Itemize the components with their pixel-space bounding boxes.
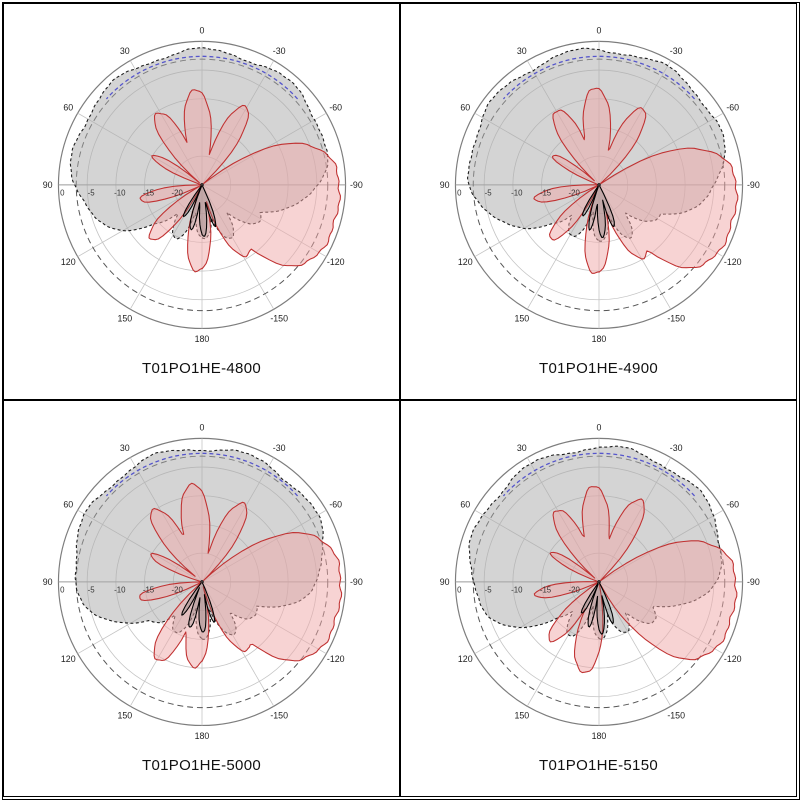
angle-label: 180 bbox=[194, 334, 209, 344]
polar-plot: 0 30 60 90 120 150 180 -150 -120 -90 -60 -30 0 -5 -10 -… bbox=[439, 422, 759, 741]
angle-label: 150 bbox=[117, 314, 132, 324]
angle-label: -150 bbox=[667, 314, 685, 324]
panel-4800: 0 30 60 90 120 150 180 -150 -120 -90 -60 -30 0 -5 -10 -… bbox=[3, 3, 400, 400]
radial-label: -20 bbox=[568, 189, 580, 198]
angle-label: 120 bbox=[60, 654, 75, 664]
radial-label: -5 bbox=[87, 586, 95, 595]
angle-label: 60 bbox=[460, 103, 470, 113]
angle-label: 0 bbox=[596, 422, 601, 432]
radial-label: -15 bbox=[539, 189, 551, 198]
angle-label: 30 bbox=[516, 46, 526, 56]
angle-label: 120 bbox=[457, 257, 472, 267]
radial-label: -20 bbox=[171, 189, 183, 198]
crosspol-pattern-path bbox=[182, 183, 216, 237]
blue-reference-arc bbox=[105, 452, 298, 497]
panel-5000: 0 30 60 90 120 150 180 -150 -120 -90 -60 -30 0 -5 -10 -… bbox=[3, 400, 400, 797]
radial-label: -5 bbox=[484, 586, 492, 595]
angle-label: 90 bbox=[42, 577, 52, 587]
angle-label: -30 bbox=[272, 46, 285, 56]
panel-title-4900: T01PO1HE-4900 bbox=[539, 360, 658, 377]
angle-label: 60 bbox=[63, 103, 73, 113]
angle-label: 180 bbox=[591, 334, 606, 344]
radial-label: -10 bbox=[511, 189, 523, 198]
polar-plot: 0 30 60 90 120 150 180 -150 -120 -90 -60 -30 0 -5 -10 -… bbox=[439, 25, 759, 344]
angle-label: -60 bbox=[726, 500, 739, 510]
radial-label: 0 bbox=[457, 189, 462, 198]
angle-label: -90 bbox=[349, 180, 362, 190]
polar-plot: 0 30 60 90 120 150 180 -150 -120 -90 -60 -30 0 -5 -10 -… bbox=[42, 422, 362, 741]
angle-label: -30 bbox=[669, 46, 682, 56]
angle-label: 30 bbox=[119, 443, 129, 453]
crosspol-pattern-path bbox=[581, 183, 615, 238]
radial-label: -15 bbox=[539, 586, 551, 595]
angle-label: -150 bbox=[270, 314, 288, 324]
radial-label: -15 bbox=[142, 586, 154, 595]
angle-label: 0 bbox=[199, 422, 204, 432]
angle-label: -30 bbox=[669, 443, 682, 453]
angle-label: -120 bbox=[326, 654, 344, 664]
panel-title-4800: T01PO1HE-4800 bbox=[142, 360, 261, 377]
angle-label: 0 bbox=[596, 25, 601, 35]
polar-chart-5150: 0 30 60 90 120 150 180 -150 -120 -90 -60 -30 0 -5 -10 -… bbox=[402, 401, 796, 753]
measured-pattern-path bbox=[532, 87, 738, 274]
crosspol-pattern-path bbox=[580, 580, 614, 635]
blue-reference-arc bbox=[502, 452, 695, 497]
radial-label: 0 bbox=[60, 586, 65, 595]
angle-label: -60 bbox=[329, 500, 342, 510]
angle-label: -150 bbox=[270, 711, 288, 721]
polar-chart-5000: 0 30 60 90 120 150 180 -150 -120 -90 -60 -30 0 -5 -10 -… bbox=[5, 401, 399, 753]
angle-label: 60 bbox=[63, 500, 73, 510]
angle-label: 180 bbox=[591, 731, 606, 741]
angle-label: 90 bbox=[42, 180, 52, 190]
radial-label: -15 bbox=[142, 189, 154, 198]
angle-label: -120 bbox=[723, 257, 741, 267]
angle-label: 150 bbox=[514, 314, 529, 324]
measured-pattern-path bbox=[533, 486, 737, 674]
angle-label: 150 bbox=[117, 711, 132, 721]
panel-5150: 0 30 60 90 120 150 180 -150 -120 -90 -60 -30 0 -5 -10 -… bbox=[400, 400, 797, 797]
angle-label: -60 bbox=[726, 103, 739, 113]
radial-label: 0 bbox=[60, 189, 65, 198]
radial-label: -5 bbox=[87, 189, 95, 198]
angle-label: -90 bbox=[746, 180, 759, 190]
panel-4900: 0 30 60 90 120 150 180 -150 -120 -90 -60 -30 0 -5 -10 -… bbox=[400, 3, 797, 400]
polar-chart-4800: 0 30 60 90 120 150 180 -150 -120 -90 -60 -30 0 -5 -10 -… bbox=[5, 4, 399, 356]
radial-label: 0 bbox=[457, 586, 462, 595]
angle-label: 30 bbox=[516, 443, 526, 453]
angle-label: -120 bbox=[326, 257, 344, 267]
radial-label: -20 bbox=[171, 586, 183, 595]
angle-label: 0 bbox=[199, 25, 204, 35]
polar-chart-4900: 0 30 60 90 120 150 180 -150 -120 -90 -60 -30 0 -5 -10 -… bbox=[402, 4, 796, 356]
angle-label: 90 bbox=[439, 180, 449, 190]
angle-label: -30 bbox=[272, 443, 285, 453]
radial-label: -20 bbox=[568, 586, 580, 595]
blue-reference-arc bbox=[502, 55, 695, 100]
radial-label: -10 bbox=[511, 586, 523, 595]
angle-label: 60 bbox=[460, 500, 470, 510]
blue-reference-arc bbox=[105, 55, 298, 100]
angle-label: 120 bbox=[457, 654, 472, 664]
angle-label: 120 bbox=[60, 257, 75, 267]
angle-label: -120 bbox=[723, 654, 741, 664]
radial-label: -10 bbox=[114, 189, 126, 198]
angle-label: -90 bbox=[746, 577, 759, 587]
radial-label: -5 bbox=[484, 189, 492, 198]
angle-label: 30 bbox=[119, 46, 129, 56]
angle-label: 180 bbox=[194, 731, 209, 741]
angle-label: 90 bbox=[439, 577, 449, 587]
radial-label: -10 bbox=[114, 586, 126, 595]
panel-title-5000: T01PO1HE-5000 bbox=[142, 757, 261, 774]
panel-title-5150: T01PO1HE-5150 bbox=[539, 757, 658, 774]
crosspol-pattern-path bbox=[180, 580, 215, 633]
angle-label: -60 bbox=[329, 103, 342, 113]
angle-label: 150 bbox=[514, 711, 529, 721]
polar-plot: 0 30 60 90 120 150 180 -150 -120 -90 -60 -30 0 -5 -10 -… bbox=[42, 25, 362, 344]
angle-label: -90 bbox=[349, 577, 362, 587]
angle-label: -150 bbox=[667, 711, 685, 721]
measured-pattern-path bbox=[138, 482, 342, 669]
